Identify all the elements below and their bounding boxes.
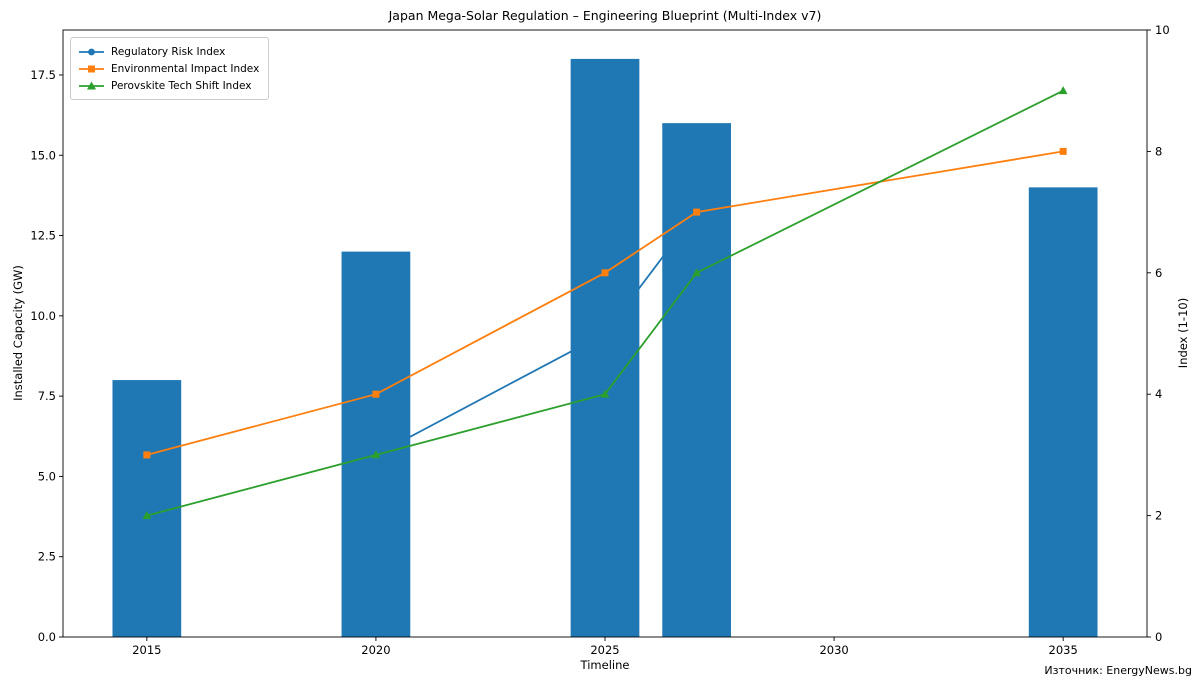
data-point-triangle xyxy=(142,511,152,519)
chart-title: Japan Mega-Solar Regulation – Engineerin… xyxy=(388,8,822,23)
y-left-tick-label: 0.0 xyxy=(38,630,56,644)
y-right-tick-label: 2 xyxy=(1155,509,1162,523)
y-left-tick-label: 2.5 xyxy=(38,550,56,564)
x-tick-label: 2020 xyxy=(361,643,390,657)
data-point-square xyxy=(143,451,151,459)
x-axis-label: Timeline xyxy=(580,658,630,672)
source-note: Източник: EnergyNews.bg xyxy=(1044,664,1192,677)
capacity-bar xyxy=(112,380,182,637)
y-right-tick-label: 10 xyxy=(1155,23,1170,37)
y-left-tick-label: 5.0 xyxy=(38,469,56,483)
blue-line-circle-marker-icon xyxy=(79,48,104,55)
y-axis-label-left: Installed Capacity (GW) xyxy=(11,265,25,401)
data-point-triangle xyxy=(600,389,610,398)
data-point-square xyxy=(601,269,609,277)
data-point-square xyxy=(1059,147,1067,155)
capacity-bar xyxy=(570,58,640,637)
line-circle xyxy=(375,211,698,456)
data-point-square xyxy=(372,390,380,398)
capacity-bar xyxy=(1028,187,1098,638)
legend-label: Environmental Impact Index xyxy=(111,62,260,75)
x-tick-label: 2025 xyxy=(590,643,619,657)
legend-entry-environmental-impact: Environmental Impact Index xyxy=(78,60,259,77)
x-tick-label: 2030 xyxy=(819,643,848,657)
y-left-tick-label: 17.5 xyxy=(30,68,56,82)
legend-entry-perovskite-tech: Perovskite Tech Shift Index xyxy=(78,77,259,94)
orange-line-square-marker-icon xyxy=(79,65,104,72)
legend-entry-regulatory-risk: Regulatory Risk Index xyxy=(78,43,259,60)
x-tick-label: 2035 xyxy=(1049,643,1078,657)
y-left-tick-label: 10.0 xyxy=(30,309,56,323)
y-right-tick-label: 0 xyxy=(1155,630,1162,644)
y-axis-label-right: Index (1-10) xyxy=(1176,297,1190,369)
y-right-tick-label: 6 xyxy=(1155,266,1162,280)
data-point-square xyxy=(693,208,701,216)
data-point-triangle xyxy=(371,450,381,459)
x-tick-label: 2015 xyxy=(132,643,161,657)
green-line-triangle-marker-icon xyxy=(79,81,104,89)
y-right-tick-label: 8 xyxy=(1155,144,1162,158)
capacity-bar xyxy=(341,251,411,637)
y-left-tick-label: 7.5 xyxy=(38,389,56,403)
chart-legend: Regulatory Risk Index Environmental Impa… xyxy=(70,37,270,100)
data-point-triangle xyxy=(692,268,702,277)
data-point-triangle xyxy=(1058,86,1068,95)
y-left-tick-label: 15.0 xyxy=(30,148,56,162)
legend-label: Perovskite Tech Shift Index xyxy=(111,79,252,92)
y-right-tick-label: 4 xyxy=(1155,387,1162,401)
capacity-bar xyxy=(662,123,731,637)
y-left-tick-label: 12.5 xyxy=(30,229,56,243)
legend-label: Regulatory Risk Index xyxy=(111,45,226,58)
